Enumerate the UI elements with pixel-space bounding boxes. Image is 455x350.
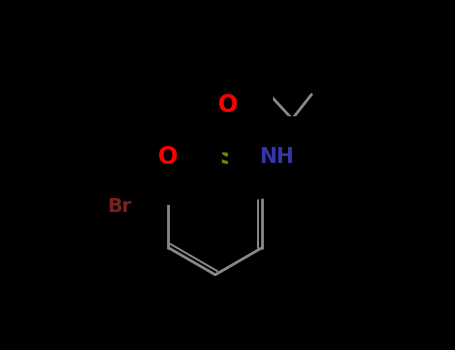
Text: Br: Br [107,197,131,216]
Text: NH: NH [259,147,294,168]
Text: O: O [158,146,178,169]
Text: S: S [219,146,236,169]
Text: O: O [217,93,238,117]
